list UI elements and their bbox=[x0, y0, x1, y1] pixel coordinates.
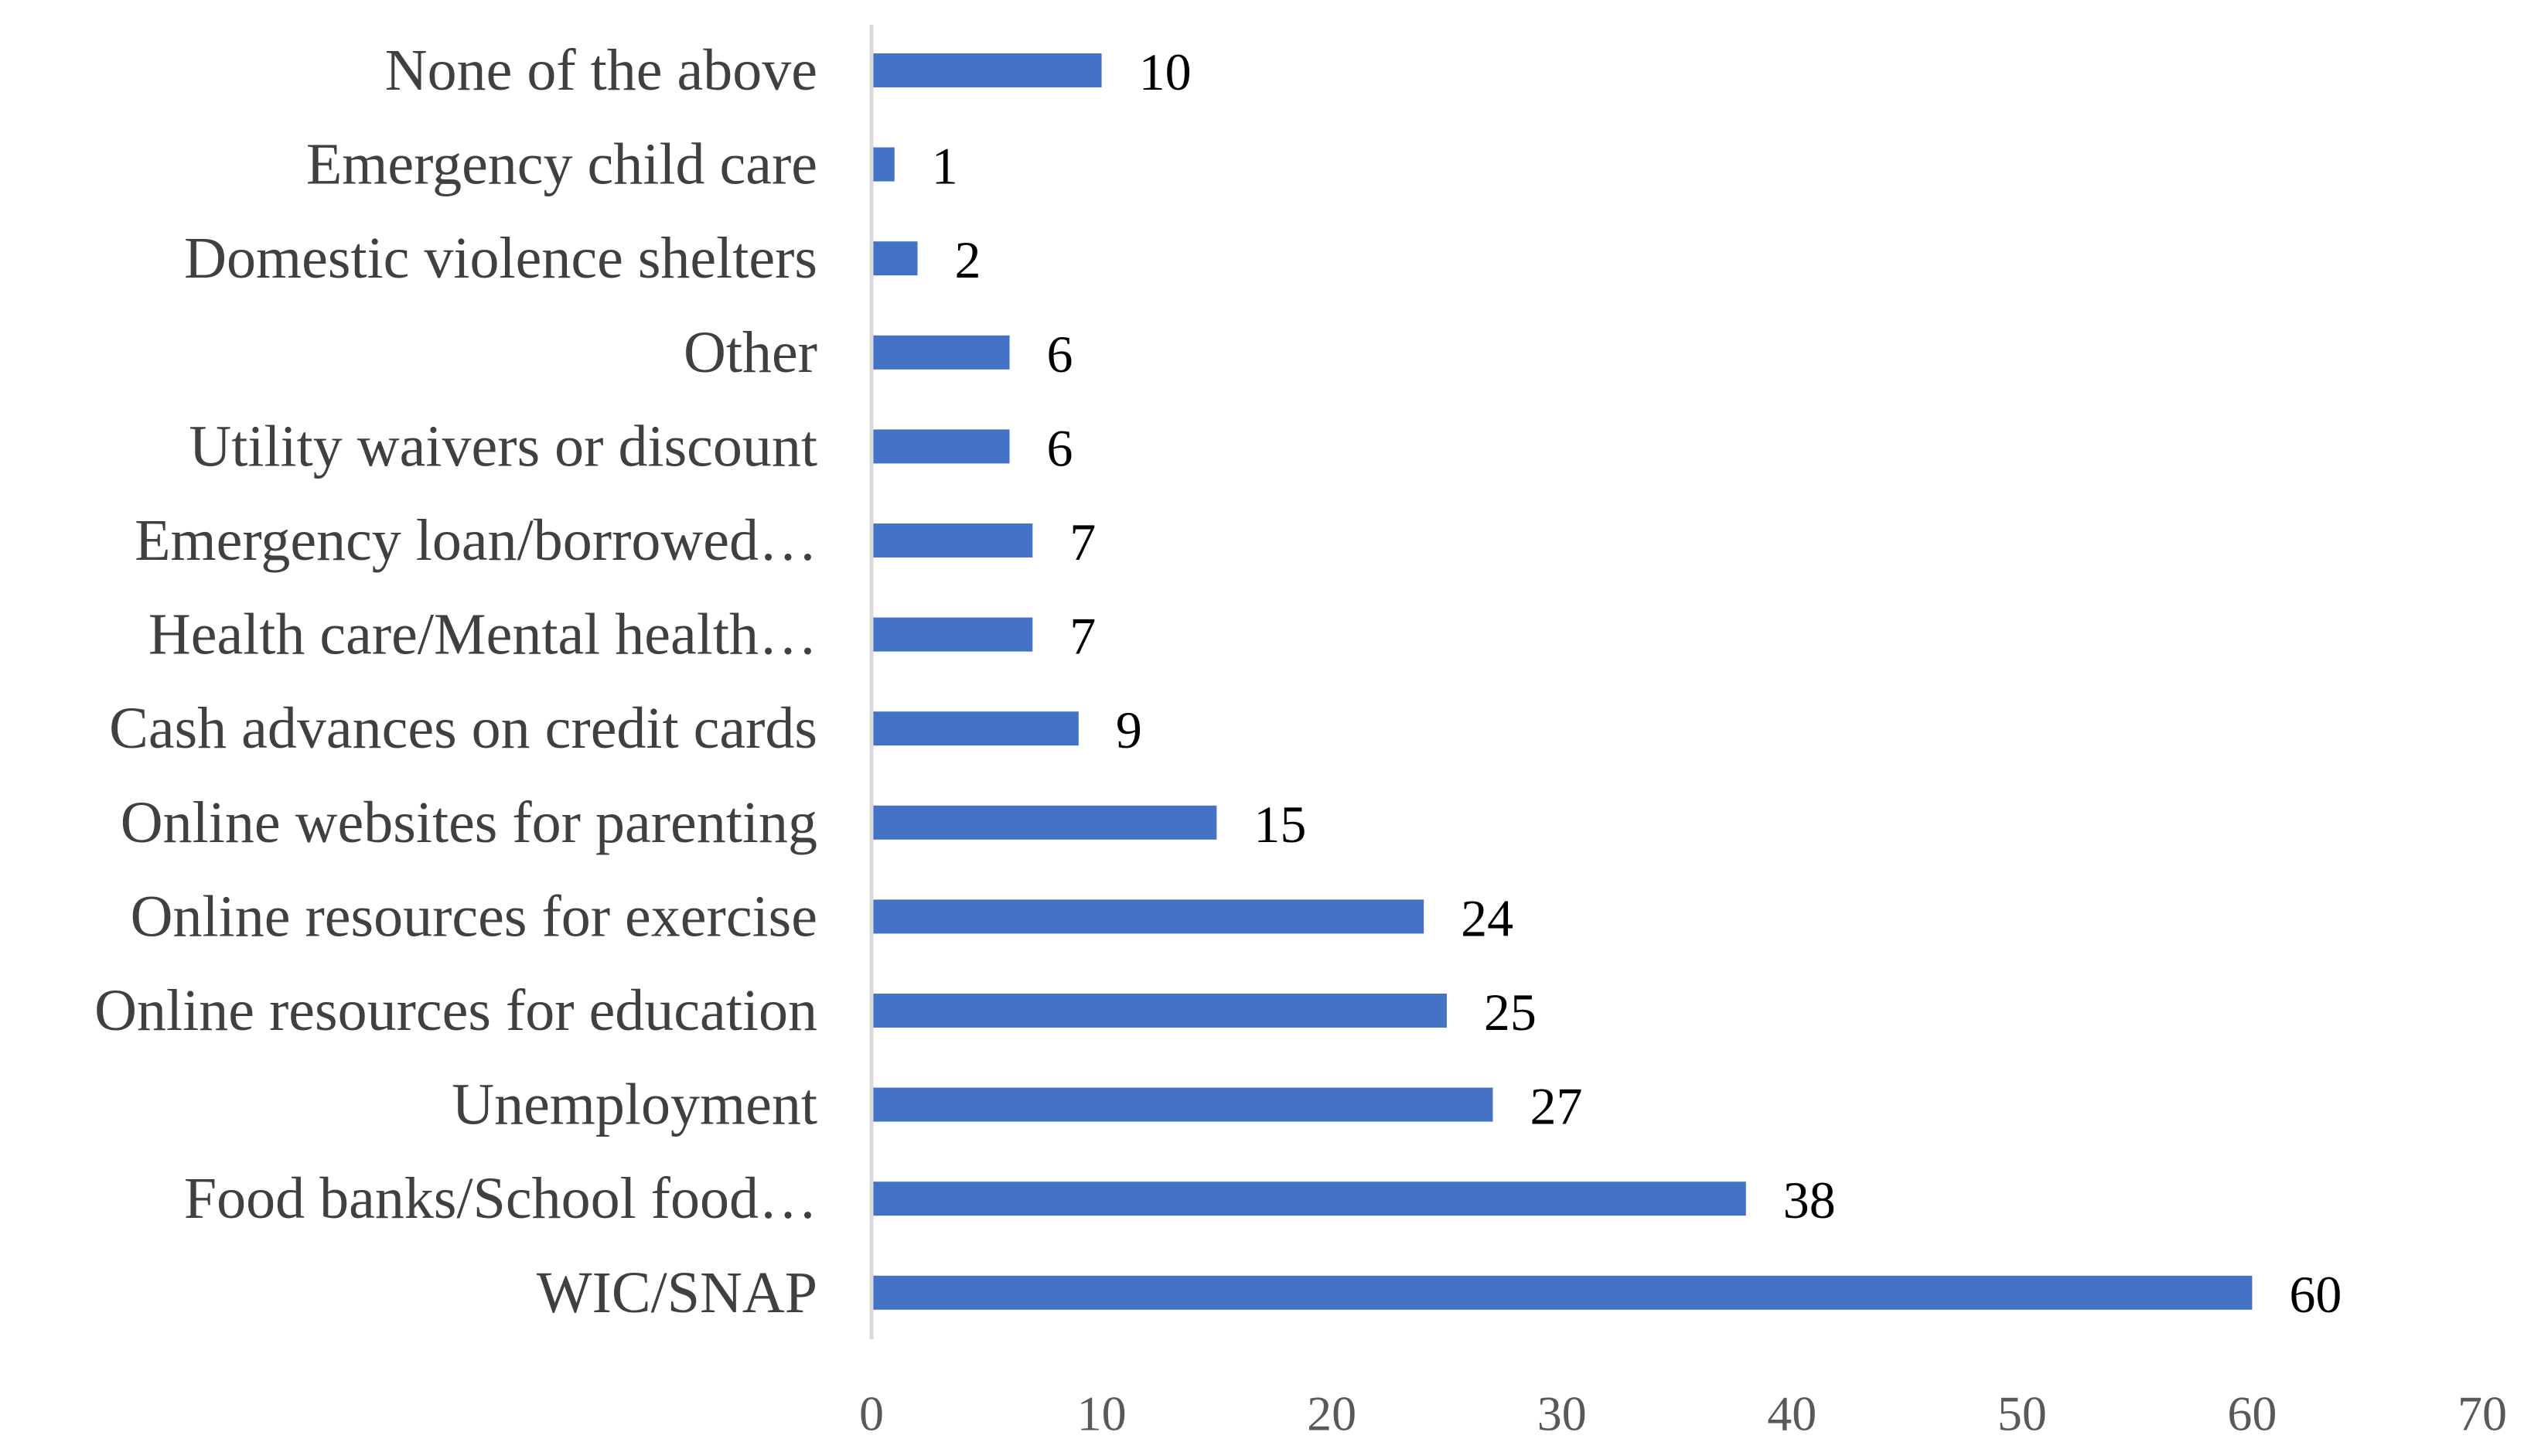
category-label-7: Health care/Mental health… bbox=[148, 602, 817, 667]
bar-2 bbox=[872, 1087, 1493, 1122]
bar-9 bbox=[872, 429, 1010, 464]
x-tick-label-5: 50 bbox=[1997, 1386, 2047, 1441]
x-tick-label-1: 10 bbox=[1077, 1386, 1127, 1441]
data-label-9: 6 bbox=[1047, 418, 1073, 477]
data-label-12: 1 bbox=[932, 137, 958, 196]
data-label-5: 15 bbox=[1254, 795, 1306, 854]
category-label-4: Online resources for exercise bbox=[131, 884, 817, 949]
bar-6 bbox=[872, 711, 1079, 746]
bar-12 bbox=[872, 147, 895, 182]
category-label-11: Domestic violence shelters bbox=[184, 226, 817, 291]
data-label-8: 7 bbox=[1069, 513, 1096, 571]
bar-11 bbox=[872, 241, 918, 276]
data-label-7: 7 bbox=[1069, 607, 1096, 666]
bar-3 bbox=[872, 994, 1447, 1028]
category-label-1: Food banks/School food… bbox=[184, 1166, 817, 1231]
bar-7 bbox=[872, 617, 1033, 652]
data-label-3: 25 bbox=[1484, 983, 1537, 1042]
category-label-3: Online resources for education bbox=[94, 978, 817, 1043]
category-label-0: WIC/SNAP bbox=[537, 1260, 817, 1325]
data-label-13: 10 bbox=[1139, 43, 1192, 101]
data-label-4: 24 bbox=[1461, 888, 1513, 947]
data-label-0: 60 bbox=[2289, 1265, 2342, 1324]
bar-4 bbox=[872, 899, 1424, 934]
x-tick-label-6: 60 bbox=[2227, 1386, 2277, 1441]
category-label-8: Emergency loan/borrowed… bbox=[135, 508, 817, 573]
bar-1 bbox=[872, 1182, 1746, 1216]
bar-10 bbox=[872, 335, 1010, 370]
x-tick-label-7: 70 bbox=[2458, 1386, 2507, 1441]
category-label-10: Other bbox=[684, 320, 817, 385]
bar-0 bbox=[872, 1275, 2253, 1310]
category-label-12: Emergency child care bbox=[306, 132, 817, 197]
category-label-5: Online websites for parenting bbox=[121, 790, 817, 855]
category-label-2: Unemployment bbox=[452, 1072, 817, 1137]
x-tick-label-2: 20 bbox=[1307, 1386, 1356, 1441]
category-label-13: None of the above bbox=[385, 38, 817, 103]
data-label-2: 27 bbox=[1530, 1077, 1582, 1136]
data-label-11: 2 bbox=[955, 230, 981, 289]
category-label-9: Utility waivers or discount bbox=[189, 414, 817, 479]
bars-layer bbox=[872, 53, 2253, 1310]
x-tick-label-3: 30 bbox=[1537, 1386, 1587, 1441]
category-label-6: Cash advances on credit cards bbox=[109, 696, 817, 761]
data-label-1: 38 bbox=[1783, 1171, 1836, 1229]
x-tick-label-0: 0 bbox=[859, 1386, 884, 1441]
bar-13 bbox=[872, 53, 1102, 87]
bar-8 bbox=[872, 523, 1033, 558]
data-label-10: 6 bbox=[1047, 325, 1073, 384]
bar-5 bbox=[872, 805, 1217, 840]
x-tick-label-4: 40 bbox=[1767, 1386, 1816, 1441]
data-label-6: 9 bbox=[1116, 701, 1142, 759]
